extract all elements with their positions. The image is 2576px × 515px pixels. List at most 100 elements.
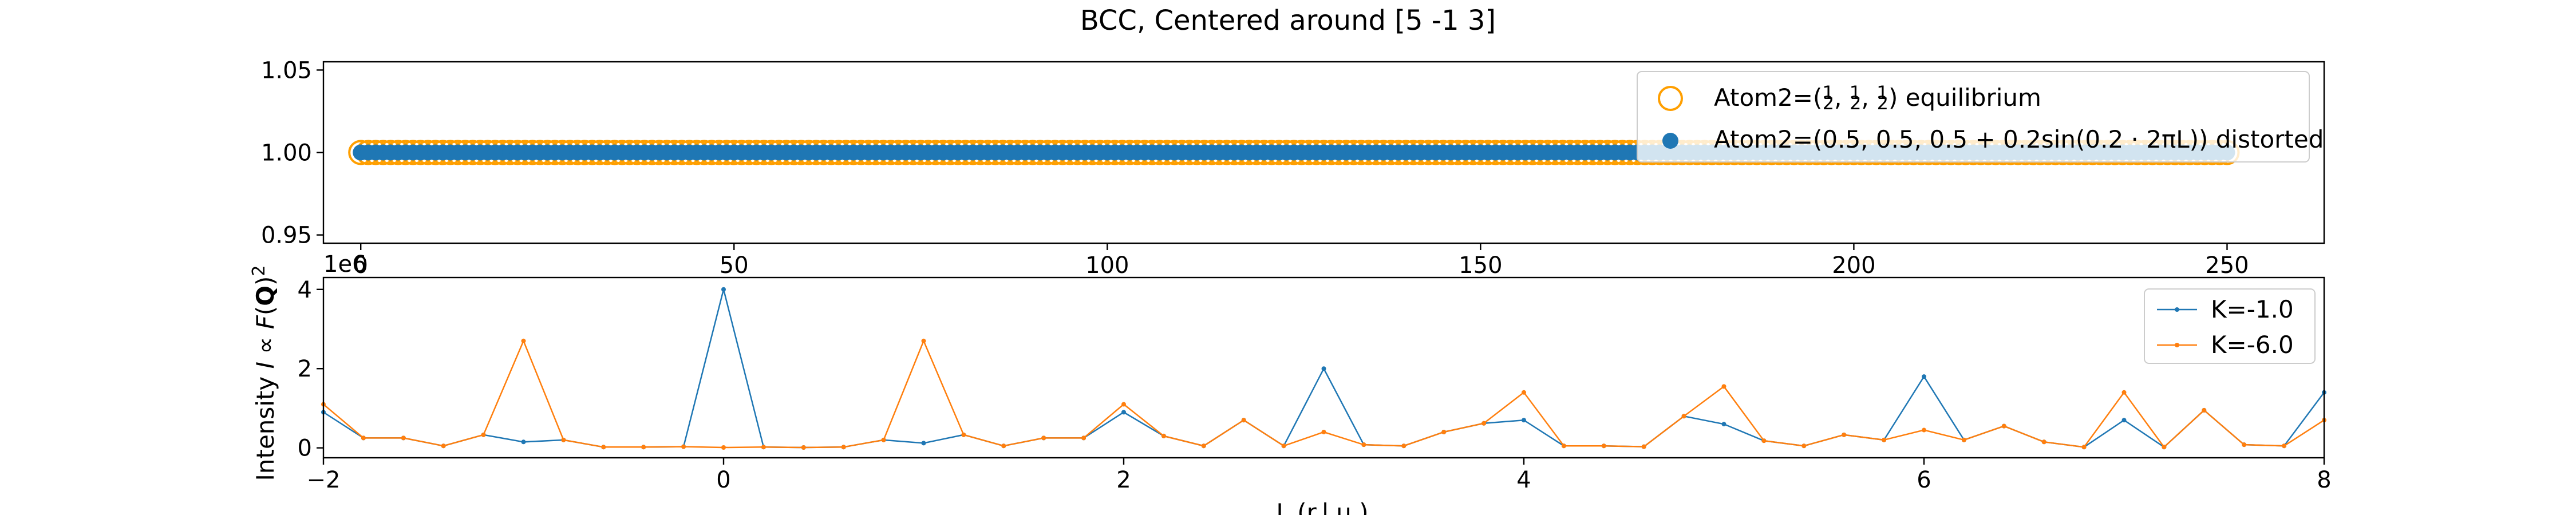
series-point-1 [2121,390,2127,395]
bottom-subplot: −2 0 2 4 6 8 0 2 4 1e6 Intensity I ∝ F(Q)2 L (r.… [249,251,2332,515]
series-point-1 [1081,435,1086,441]
series-point-1 [2162,445,2167,450]
legend-comma-2: , [1862,84,1877,112]
series-point-1 [2001,423,2006,429]
bottom-x-tick-label: 2 [1116,467,1131,493]
series-point-1 [1842,432,1847,437]
series-point-0 [1721,422,1726,427]
series-point-1 [1681,414,1686,419]
series-point-0 [1522,418,1526,423]
series-point-1 [1201,443,1206,449]
series-point-0 [721,287,726,292]
bottom-x-tick-label: 0 [716,467,730,493]
series-point-1 [441,443,446,449]
legend-comma-1: , [1834,84,1850,112]
series-point-1 [361,435,366,441]
series-point-1 [841,445,846,450]
y-offset-label: 1e6 [323,251,367,278]
bottom-y-axis-label: Intensity I ∝ F(Q)2 [249,265,279,481]
legend-fraction-2: 1 [1850,82,1861,104]
legend-fraction-bar-3: 2 [1877,92,1888,114]
bottom-subplot-lines [321,287,2326,450]
series-point-1 [1121,402,1126,407]
series-point-1 [881,437,886,442]
series-point-1 [761,445,766,450]
top-subplot-frame [322,61,2325,244]
legend-equilibrium-suffix: ) equilibrium [1888,84,2041,112]
legend-label-equilibrium: Atom2=(12, 12, 12) equilibrium [1714,82,2041,114]
legend-fraction-3: 1 [1876,82,1888,104]
top-subplot-ticks: 0 50 100 150 200 250 0.95 1.00 1.05 [261,57,2249,279]
bottom-x-tick-label: −2 [307,467,341,493]
series-point-0 [521,439,526,445]
series-point-1 [1321,430,1326,434]
series-point-1 [721,445,726,450]
top-x-tick-label: 200 [1832,252,1875,279]
series-point-1 [1801,443,1807,449]
series-point-1 [561,437,566,442]
bottom-y-tick-label: 0 [298,435,312,462]
legend-marker-k6 [2175,343,2179,347]
series-point-1 [1241,418,1246,423]
series-point-1 [1922,427,1926,433]
bottom-y-tick-label: 4 [298,277,312,303]
series-point-1 [481,432,486,437]
series-point-1 [1522,390,1526,395]
series-point-0 [1121,410,1126,415]
top-y-tick-label: 1.00 [261,140,312,167]
top-y-tick-label: 1.05 [261,57,312,84]
series-point-1 [2282,443,2287,449]
top-legend-box [1637,71,2310,163]
bottom-y-tick-label: 2 [298,356,312,382]
bottom-x-tick-label: 6 [1917,467,1931,493]
series-point-1 [1961,437,1966,442]
series-point-1 [961,432,966,437]
series-point-1 [401,435,406,441]
series-point-1 [1281,443,1286,449]
series-point-1 [2242,442,2247,447]
series-point-0 [1922,374,1926,379]
series-point-1 [1481,421,1487,426]
series-point-1 [1441,430,1447,434]
bottom-x-axis-label: L (r.l.u.) [1276,498,1368,515]
legend-fraction-bar-2: 2 [1850,92,1861,114]
series-point-1 [2081,445,2087,450]
legend-fraction-1: 1 [1822,82,1834,104]
series-point-1 [2041,439,2046,445]
top-y-tick-label: 0.95 [261,223,312,249]
bottom-legend: K=-1.0 K=-6.0 [2144,288,2316,364]
series-point-1 [1401,443,1406,449]
top-legend: Atom2=(12, 12, 12) equilibrium Atom2=(0.… [1637,71,2324,163]
legend-label-k1: K=-1.0 [2211,295,2294,323]
legend-marker-distorted [1662,133,1678,149]
series-point-1 [2202,407,2207,413]
legend-label-k6: K=-6.0 [2211,331,2294,359]
series-point-1 [1761,438,1767,443]
series-point-1 [1361,442,1366,447]
legend-equilibrium-prefix: Atom2=( [1714,84,1822,112]
bottom-subplot-ticks: −2 0 2 4 6 8 0 2 4 [298,277,2332,493]
top-x-tick-label: 0 [353,252,368,279]
series-point-0 [1321,366,1326,371]
series-point-1 [1001,443,1006,449]
top-x-tick-label: 50 [720,252,749,279]
legend-label-distorted: Atom2=(0.5, 0.5, 0.5 + 0.2sin(0.2 · 2πL)… [1714,125,2324,153]
series-point-1 [1721,384,1726,389]
figure-title: BCC, Centered around [5 -1 3] [1080,5,1496,37]
series-point-0 [921,441,926,446]
series-point-1 [601,445,606,450]
bottom-subplot-frame [322,276,2325,459]
series-point-1 [801,445,806,450]
series-point-1 [1161,433,1166,438]
series-point-1 [1882,437,1887,442]
series-point-1 [521,338,526,343]
bottom-x-tick-label: 4 [1516,467,1531,493]
series-point-1 [921,338,926,343]
series-point-1 [1641,444,1646,449]
series-point-1 [641,445,646,450]
series-point-1 [1561,443,1566,449]
legend-marker-equilibrium [1658,86,1683,111]
series-point-1 [1601,443,1606,449]
